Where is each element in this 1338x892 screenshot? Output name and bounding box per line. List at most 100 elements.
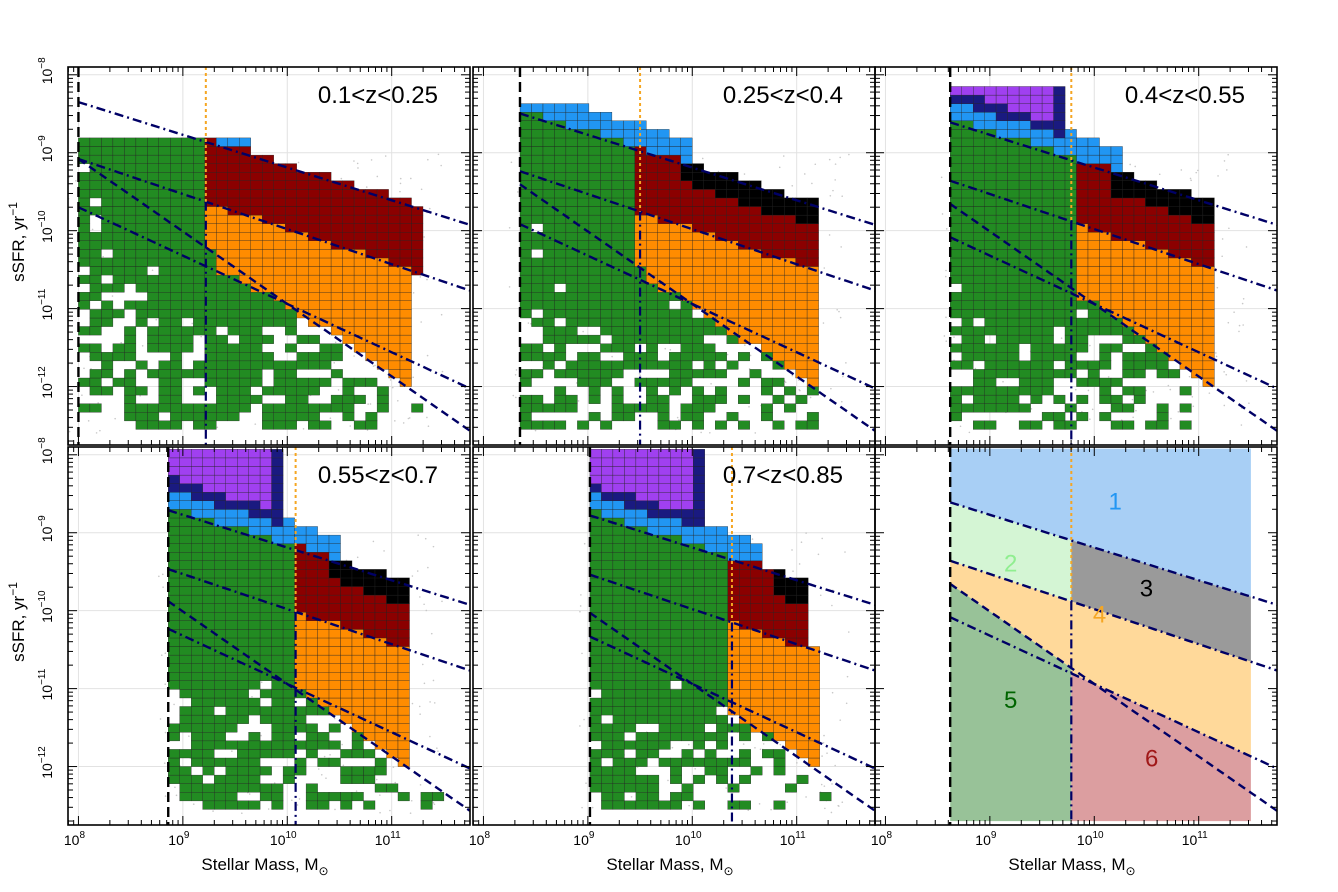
galaxy-point xyxy=(379,794,381,796)
bin-cell xyxy=(168,766,180,776)
bin-cell xyxy=(577,300,590,310)
bin-cell xyxy=(589,466,602,476)
galaxy-point xyxy=(667,779,669,782)
bin-cell xyxy=(950,309,962,319)
bin-cell xyxy=(1179,189,1192,199)
galaxy-point xyxy=(366,429,369,431)
bin-cell xyxy=(147,369,160,379)
bin-cell xyxy=(761,266,773,276)
bin-cell xyxy=(589,723,602,733)
bin-cell xyxy=(386,646,399,656)
bin-cell xyxy=(259,449,272,459)
bin-cell xyxy=(1191,240,1204,250)
bin-cell xyxy=(657,180,670,190)
bin-cell xyxy=(308,360,320,370)
bin-cell xyxy=(1030,343,1043,353)
bin-cell xyxy=(308,223,320,233)
bin-cell xyxy=(202,783,215,793)
bin-cell xyxy=(611,326,624,336)
bin-cell xyxy=(399,206,412,216)
galaxy-point xyxy=(530,322,532,325)
bin-cell xyxy=(214,783,226,793)
bin-cell xyxy=(282,560,295,570)
bin-cell xyxy=(101,309,114,319)
bin-cell xyxy=(1018,94,1031,104)
bin-cell xyxy=(101,232,114,241)
galaxy-point xyxy=(798,389,800,391)
bin-cell xyxy=(657,129,670,139)
bin-cell xyxy=(319,266,332,276)
bin-cell xyxy=(1030,232,1043,241)
galaxy-point xyxy=(748,406,750,408)
bin-cell xyxy=(170,300,182,310)
bin-cell xyxy=(601,594,614,604)
bin-cell xyxy=(397,689,410,699)
bin-cell xyxy=(1122,369,1135,379)
bin-cell xyxy=(1053,412,1066,422)
bin-cell xyxy=(191,757,203,767)
bin-cell xyxy=(262,180,274,190)
bin-cell xyxy=(399,309,412,319)
galaxy-point xyxy=(1245,380,1248,382)
galaxy-point xyxy=(426,416,428,419)
bin-cell xyxy=(147,189,160,199)
bin-cell xyxy=(531,240,544,250)
bin-cell xyxy=(259,646,272,656)
bin-cell xyxy=(179,766,192,776)
bin-cell xyxy=(1087,146,1100,156)
bin-cell xyxy=(342,274,355,284)
bin-cell xyxy=(1099,257,1112,267)
bin-cell xyxy=(342,283,355,293)
bin-cell xyxy=(135,257,148,267)
bin-cell xyxy=(248,629,261,639)
bin-cell xyxy=(273,309,286,319)
bin-cell xyxy=(588,386,601,396)
bin-cell xyxy=(158,172,171,181)
bin-cell xyxy=(612,500,625,510)
bin-cell xyxy=(1007,360,1020,370)
bin-cell xyxy=(961,283,974,293)
bin-cell xyxy=(282,706,295,716)
bin-cell xyxy=(388,317,401,327)
bin-cell xyxy=(168,483,180,493)
bin-cell xyxy=(227,214,240,224)
galaxy-point xyxy=(717,170,720,173)
bin-cell xyxy=(89,283,102,293)
bin-cell xyxy=(1053,206,1066,216)
galaxy-point xyxy=(611,355,613,358)
bin-cell xyxy=(399,214,412,224)
bin-cell xyxy=(342,189,355,199)
bin-cell xyxy=(1053,232,1066,241)
bin-cell xyxy=(262,317,274,327)
bin-cell xyxy=(1030,300,1043,310)
bin-cell xyxy=(248,749,261,759)
bin-cell xyxy=(1168,309,1181,319)
bin-cell xyxy=(1030,249,1043,259)
galaxy-point xyxy=(139,395,141,397)
bin-cell xyxy=(214,449,226,459)
galaxy-point xyxy=(99,429,101,432)
bin-cell xyxy=(984,292,997,301)
bin-cell xyxy=(135,309,148,319)
bin-cell xyxy=(1018,283,1031,293)
bin-cell xyxy=(225,663,238,673)
bin-cell xyxy=(657,394,670,404)
bin-cell xyxy=(1041,377,1054,387)
bin-cell xyxy=(1179,334,1192,344)
bin-cell xyxy=(984,317,997,327)
bin-cell xyxy=(259,483,272,493)
bin-cell xyxy=(1168,292,1181,301)
galaxy-point xyxy=(349,425,352,427)
bin-cell xyxy=(749,317,762,327)
galaxy-point xyxy=(798,563,801,565)
bin-cell xyxy=(191,594,203,604)
bin-cell xyxy=(1133,352,1146,362)
bin-cell xyxy=(1145,292,1158,301)
bin-cell xyxy=(646,223,658,233)
bin-cell xyxy=(285,274,297,284)
galaxy-point xyxy=(192,803,195,805)
bin-cell xyxy=(612,560,625,570)
reference-lines xyxy=(77,67,470,445)
galaxy-point xyxy=(583,542,586,545)
bin-cell xyxy=(216,300,228,310)
